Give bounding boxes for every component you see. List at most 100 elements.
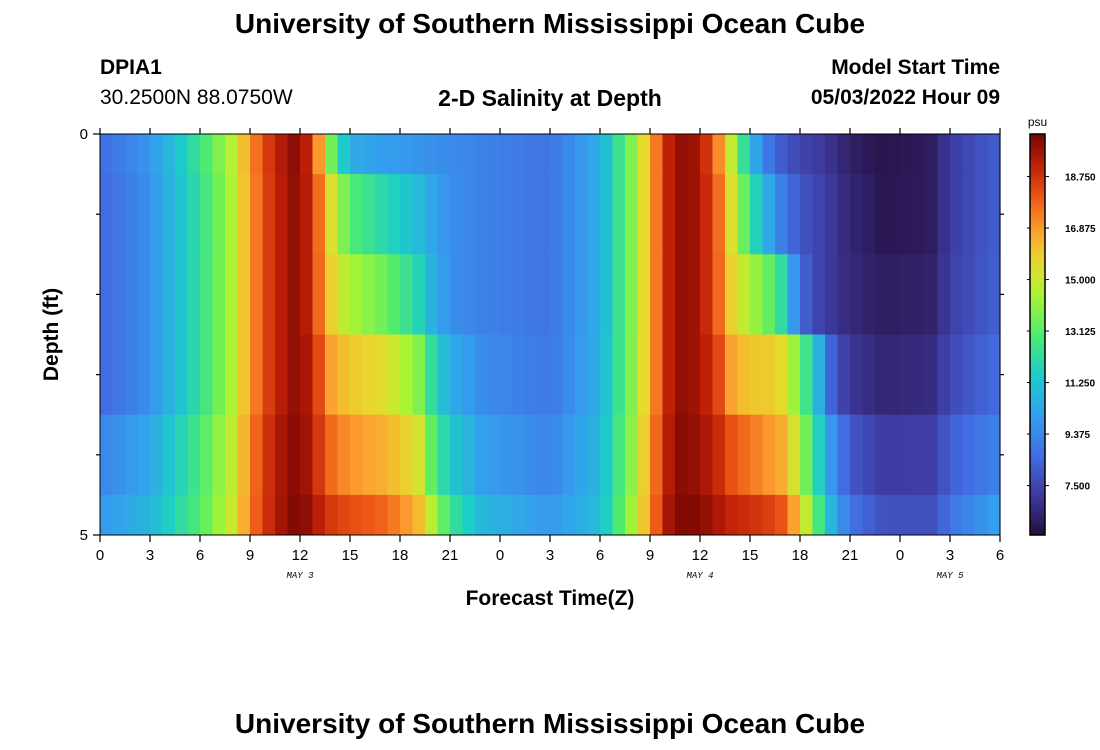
x-tick-label: 6 xyxy=(596,547,604,564)
heatmap-cell xyxy=(562,334,576,416)
heatmap-cell xyxy=(987,134,1001,175)
heatmap-cell xyxy=(337,134,351,175)
heatmap-cell xyxy=(437,254,451,335)
heatmap-cell xyxy=(562,414,576,496)
x-tick-label: 0 xyxy=(496,547,504,564)
heatmap-cell xyxy=(287,414,301,496)
heatmap-cell xyxy=(162,134,176,175)
heatmap-cell xyxy=(762,134,776,175)
heatmap-cell xyxy=(212,334,226,416)
heatmap-cell xyxy=(525,334,539,416)
heatmap-cell xyxy=(825,334,839,416)
heatmap-cell xyxy=(925,334,939,416)
heatmap-cell xyxy=(837,174,851,255)
heatmap-cell xyxy=(750,494,764,536)
heatmap-cell xyxy=(200,134,214,175)
heatmap-cell xyxy=(587,494,601,536)
heatmap-cell xyxy=(987,334,1001,416)
heatmap-cells xyxy=(100,134,1001,536)
heatmap-cell xyxy=(500,254,514,335)
heatmap-cell xyxy=(950,494,964,536)
heatmap-cell xyxy=(325,334,339,416)
heatmap-cell xyxy=(800,414,814,496)
heatmap-cell xyxy=(150,494,164,536)
heatmap-cell xyxy=(650,414,664,496)
colorbar-gradient xyxy=(1029,133,1046,536)
heatmap-cell xyxy=(737,174,751,255)
heatmap-cell xyxy=(400,174,414,255)
heatmap-cell xyxy=(475,494,489,536)
heatmap-cell xyxy=(750,334,764,416)
heatmap-cell xyxy=(587,134,601,175)
heatmap-cell xyxy=(150,174,164,255)
heatmap-cell xyxy=(162,414,176,496)
heatmap-cell xyxy=(625,254,639,335)
heatmap-cell xyxy=(200,174,214,255)
day-labels: MAY 3 MAY 4 MAY 5 xyxy=(286,571,964,581)
heatmap-cell xyxy=(537,334,551,416)
heatmap-cell xyxy=(637,494,651,536)
heatmap-cell xyxy=(725,134,739,175)
heatmap-cell xyxy=(912,414,926,496)
heatmap-cell xyxy=(687,494,701,536)
heatmap-cell xyxy=(462,254,476,335)
heatmap-cell xyxy=(487,494,501,536)
heatmap-cell xyxy=(862,334,876,416)
heatmap-cell xyxy=(837,414,851,496)
model-start-value: 05/03/2022 Hour 09 xyxy=(810,86,1000,109)
heatmap-cell xyxy=(212,254,226,335)
heatmap-cell xyxy=(925,414,939,496)
heatmap-cell xyxy=(300,334,314,416)
heatmap-cell xyxy=(650,494,664,536)
heatmap-cell xyxy=(325,414,339,496)
heatmap-cell xyxy=(375,494,389,536)
heatmap-cell xyxy=(500,174,514,255)
heatmap-cell xyxy=(387,254,401,335)
heatmap-cell xyxy=(487,254,501,335)
heatmap-cell xyxy=(925,254,939,335)
x-tick-label: 9 xyxy=(246,547,254,564)
heatmap-cell xyxy=(537,494,551,536)
x-tick-label: 9 xyxy=(646,547,654,564)
heatmap-cell xyxy=(712,134,726,175)
heatmap-cell xyxy=(837,494,851,536)
colorbar-tick-label: 18.750 xyxy=(1065,173,1096,184)
heatmap-cell xyxy=(325,254,339,335)
heatmap-cell xyxy=(487,414,501,496)
heatmap-cell xyxy=(600,334,614,416)
heatmap-cell xyxy=(275,494,289,536)
heatmap-cell xyxy=(825,174,839,255)
x-tick-label: 21 xyxy=(442,547,459,564)
heatmap-cell xyxy=(487,174,501,255)
heatmap-cell xyxy=(775,414,789,496)
heatmap-cell xyxy=(237,334,251,416)
heatmap-cell xyxy=(875,134,889,175)
heatmap-cell xyxy=(825,254,839,335)
heatmap-cell xyxy=(400,494,414,536)
heatmap-cell xyxy=(350,494,364,536)
heatmap-cell xyxy=(662,334,676,416)
heatmap-cell xyxy=(537,414,551,496)
heatmap-cell xyxy=(562,494,576,536)
day-label: MAY 4 xyxy=(686,571,713,581)
heatmap-cell xyxy=(637,174,651,255)
heatmap-cell xyxy=(637,254,651,335)
x-tick-label: 3 xyxy=(146,547,154,564)
heatmap-cell xyxy=(287,334,301,416)
heatmap-cell xyxy=(437,494,451,536)
heatmap-cell xyxy=(287,174,301,255)
heatmap-cell xyxy=(825,134,839,175)
heatmap-cell xyxy=(737,254,751,335)
heatmap-cell xyxy=(725,334,739,416)
heatmap-cell xyxy=(212,134,226,175)
heatmap-cell xyxy=(712,494,726,536)
heatmap-cell xyxy=(400,254,414,335)
x-tick-label: 0 xyxy=(896,547,904,564)
heatmap-cell xyxy=(962,494,976,536)
heatmap-cell xyxy=(925,134,939,175)
heatmap-cell xyxy=(775,134,789,175)
heatmap-cell xyxy=(712,414,726,496)
heatmap-cell xyxy=(162,494,176,536)
heatmap-cell xyxy=(687,334,701,416)
heatmap-cell xyxy=(612,174,626,255)
